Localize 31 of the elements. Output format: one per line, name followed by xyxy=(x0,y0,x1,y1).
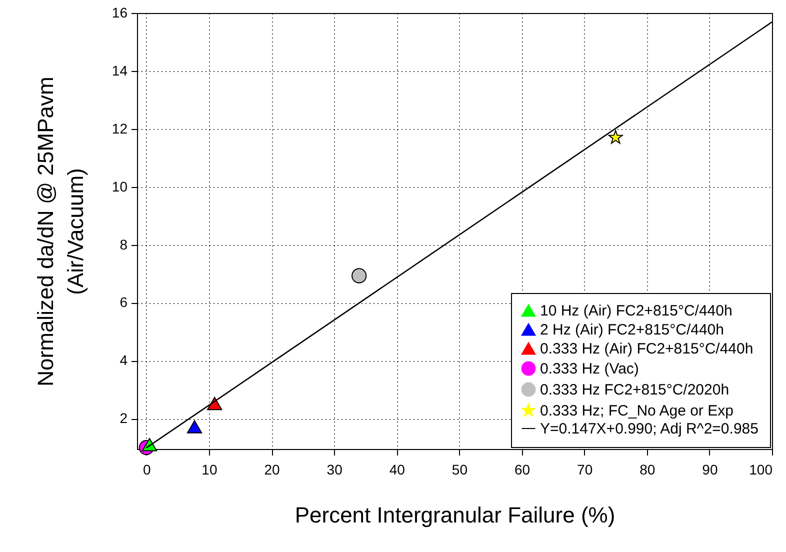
x-tick-label: 100 xyxy=(749,462,773,478)
legend-label: 0.333 Hz; FC_No Age or Exp xyxy=(540,402,734,420)
legend-label: 10 Hz (Air) FC2+815°C/440h xyxy=(540,302,732,320)
legend-label: 0.333 Hz (Air) FC2+815°C/440h xyxy=(540,340,754,358)
point xyxy=(608,130,623,144)
x-tick-label: 0 xyxy=(142,462,151,478)
y-tick-label: 12 xyxy=(112,120,128,136)
x-tick-label: 90 xyxy=(702,462,718,478)
legend-label: Y=0.147X+0.990; Adj R^2=0.985 xyxy=(540,420,758,438)
y-tick-label: 2 xyxy=(120,410,128,426)
x-tick-label: 10 xyxy=(202,462,218,478)
x-tick-label: 50 xyxy=(452,462,468,478)
y-tick-label: 16 xyxy=(112,4,128,20)
x-tick-label: 80 xyxy=(640,462,656,478)
y-tick-label: 8 xyxy=(120,236,128,252)
legend-label: 0.333 Hz (Vac) xyxy=(540,360,639,378)
y-tick-label: 6 xyxy=(120,294,128,310)
x-tick-label: 30 xyxy=(326,462,343,478)
y-tick-label: 4 xyxy=(120,352,128,368)
x-tick-label: 40 xyxy=(389,462,406,478)
point xyxy=(352,268,367,284)
y-tick-label: 10 xyxy=(112,178,128,194)
x-tick-label: 20 xyxy=(264,462,280,478)
x-axis-title: Percent Intergranular Failure (%) xyxy=(294,502,616,528)
legend-label: 2 Hz (Air) FC2+815°C/440h xyxy=(540,322,724,338)
x-tick-label: 70 xyxy=(577,462,593,478)
y-axis-title: Normalized da/dN @ 25MPavm (Air/Vacuum) xyxy=(32,76,88,386)
x-tick-label: 60 xyxy=(514,462,530,478)
point xyxy=(186,420,202,434)
legend-label: 0.333 Hz FC2+815°C/2020h xyxy=(540,382,730,398)
y-tick-label: 14 xyxy=(112,62,128,78)
